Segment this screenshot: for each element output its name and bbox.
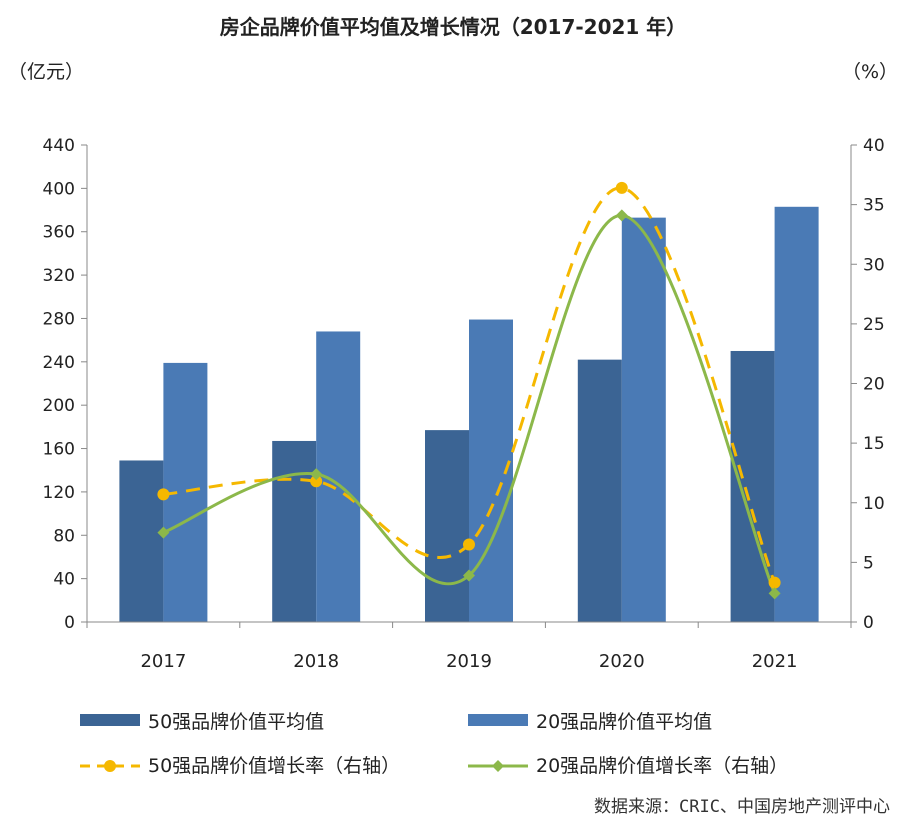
legend-swatch-bar-top50 [80,714,140,726]
legend-marker-top50 [104,760,116,772]
growth-point-top20-2019 [463,569,475,582]
legend-label: 20强品牌价值增长率（右轴） [536,755,788,777]
x-category-label: 2018 [293,651,339,672]
bar-top20-2020 [621,217,666,622]
bar-top50-2020 [577,359,622,622]
x-category-label: 2019 [446,651,492,672]
legend-label: 20强品牌价值平均值 [536,711,712,733]
x-category-label: 2021 [752,651,798,672]
growth-point-top20-2018 [310,468,323,481]
legend-marker-top20 [492,760,504,772]
growth-point-top50-2019 [463,538,475,551]
right-tick-label: 10 [863,494,885,514]
right-tick-label: 35 [863,196,885,216]
growth-point-top50-2021 [768,576,781,589]
growth-point-top50-2020 [615,181,628,194]
growth-line-top20 [162,213,776,594]
bar-top50-2017 [119,460,164,622]
growth-point-top50-2018 [310,475,323,488]
legend-swatch-bar-top20 [468,714,528,726]
right-tick-label: 25 [863,315,885,335]
bar-top50-2019 [425,430,469,622]
bar-top50-2021 [730,350,775,622]
legend: 50强品牌价值平均值 20强品牌价值平均值 50强品牌价值增长率（右轴） 20强品牌价… [80,711,788,777]
left-tick-label: 80 [53,526,75,546]
source-note: 数据来源：CRIC、中国房地产测评中心 [594,797,890,817]
right-tick-label: 20 [863,375,885,395]
right-tick-label: 15 [863,434,885,454]
left-tick-label: 40 [53,570,75,590]
left-tick-label: 0 [64,613,75,633]
left-tick-label: 360 [43,223,75,243]
left-tick-label: 240 [43,353,75,373]
legend-label: 50强品牌价值平均值 [148,711,324,733]
growth-line-top50 [163,186,776,584]
right-tick-label: 40 [863,136,885,156]
right-tick-label: 0 [863,613,874,633]
bar-top50-2018 [272,440,317,622]
growth-point-top20-2020 [615,209,628,222]
left-tick-label: 120 [43,483,75,503]
bar-top20-2021 [774,206,819,622]
left-tick-label: 200 [43,396,75,416]
axes-layer: 0 40 80 120 160 200 240 280 320 360 400 440 0 5 10 15 20… [43,136,885,672]
lines-layer [157,181,781,600]
growth-point-top20-2021 [768,587,781,600]
left-tick-label: 400 [43,179,75,199]
x-category-label: 2020 [599,651,645,672]
bars-layer [119,206,819,622]
left-tick-label: 320 [43,266,75,286]
left-tick-label: 160 [43,440,75,460]
chart-title: 房企品牌价值平均值及增长情况（2017-2021 年） [220,15,687,39]
right-axis-unit-label: （%） [842,61,898,83]
left-tick-label: 280 [43,309,75,329]
x-category-label: 2017 [140,651,186,672]
left-axis-unit-label: （亿元） [8,61,84,83]
right-tick-label: 5 [863,553,874,573]
growth-point-top50-2017 [157,488,170,501]
left-tick-label: 440 [43,136,75,156]
growth-point-top20-2017 [157,526,170,539]
legend-label: 50强品牌价值增长率（右轴） [148,755,400,777]
right-tick-label: 30 [863,255,885,275]
